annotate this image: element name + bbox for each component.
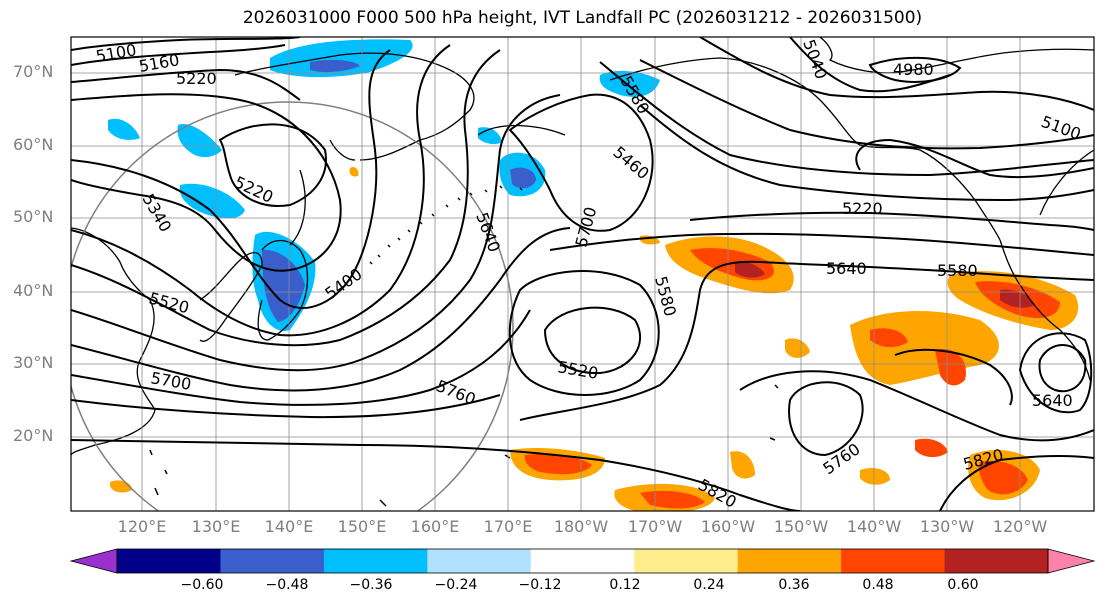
lon-label: 130°E (191, 517, 241, 536)
map-frame (70, 36, 1095, 512)
colorbar-segment (737, 549, 842, 573)
colorbar-tick-label: −0.12 (518, 577, 562, 593)
lon-label: 180°W (553, 517, 609, 536)
lat-label: 50°N (13, 207, 54, 226)
lat-label: 70°N (13, 62, 54, 81)
ivt-negative-shading (108, 39, 660, 331)
colorbar-tick-label: 0.48 (862, 577, 894, 593)
contour-label: 5220 (842, 199, 883, 218)
colorbar-segment (427, 549, 532, 573)
contour-label: 5580 (937, 261, 978, 280)
lon-label: 130°W (919, 517, 975, 536)
colorbar-tick-label: 0.12 (609, 577, 641, 593)
contour-label: 4980 (893, 60, 934, 79)
lon-label: 170°E (483, 517, 533, 536)
lon-label: 140°E (264, 517, 314, 536)
colorbar-segment (634, 549, 739, 573)
colorbar-segment (117, 549, 221, 573)
colorbar-tick-label: −0.60 (180, 577, 224, 593)
contour-label: 5640 (1032, 391, 1073, 410)
lon-label: 160°E (410, 517, 460, 536)
lon-label: 150°E (337, 517, 387, 536)
contour-label: 5640 (826, 259, 867, 278)
colorbar-tick-label: −0.36 (349, 577, 393, 593)
colorbar-segment (530, 549, 635, 573)
colorbar-tick-label: −0.24 (434, 577, 478, 593)
lat-label: 60°N (13, 135, 54, 154)
lon-label: 140°W (846, 517, 902, 536)
lat-label: 30°N (13, 353, 54, 372)
colorbar-tick-label: 0.24 (693, 577, 725, 593)
lon-label: 160°W (700, 517, 756, 536)
colorbar-segment (323, 549, 428, 573)
lon-label: 120°W (992, 517, 1048, 536)
colorbar-segment (220, 549, 325, 573)
colorbar-segment (944, 549, 1049, 573)
colorbar-segment (841, 549, 946, 573)
colorbar-extend-min (71, 549, 117, 573)
lat-label: 40°N (13, 281, 54, 300)
colorbar-extend-max (1048, 549, 1094, 573)
map-background (71, 37, 1094, 511)
graticule (71, 37, 1094, 511)
colorbar (69, 548, 1096, 574)
landfall-radius-circle (71, 101, 514, 511)
lon-label: 150°W (773, 517, 829, 536)
colorbar-tick-label: −0.48 (265, 577, 309, 593)
colorbar-tick-label: 0.60 (947, 577, 979, 593)
page-title: 2026031000 F000 500 hPa height, IVT Land… (242, 8, 923, 28)
colorbar-tick-label: 0.36 (778, 577, 810, 593)
lat-label: 20°N (13, 426, 54, 445)
height-contours (71, 37, 1094, 511)
island-chain (149, 185, 779, 507)
lon-label: 170°W (627, 517, 683, 536)
ivt-positive-shading (110, 167, 1079, 511)
lon-label: 120°E (117, 517, 167, 536)
contour-label: 5220 (176, 69, 217, 88)
